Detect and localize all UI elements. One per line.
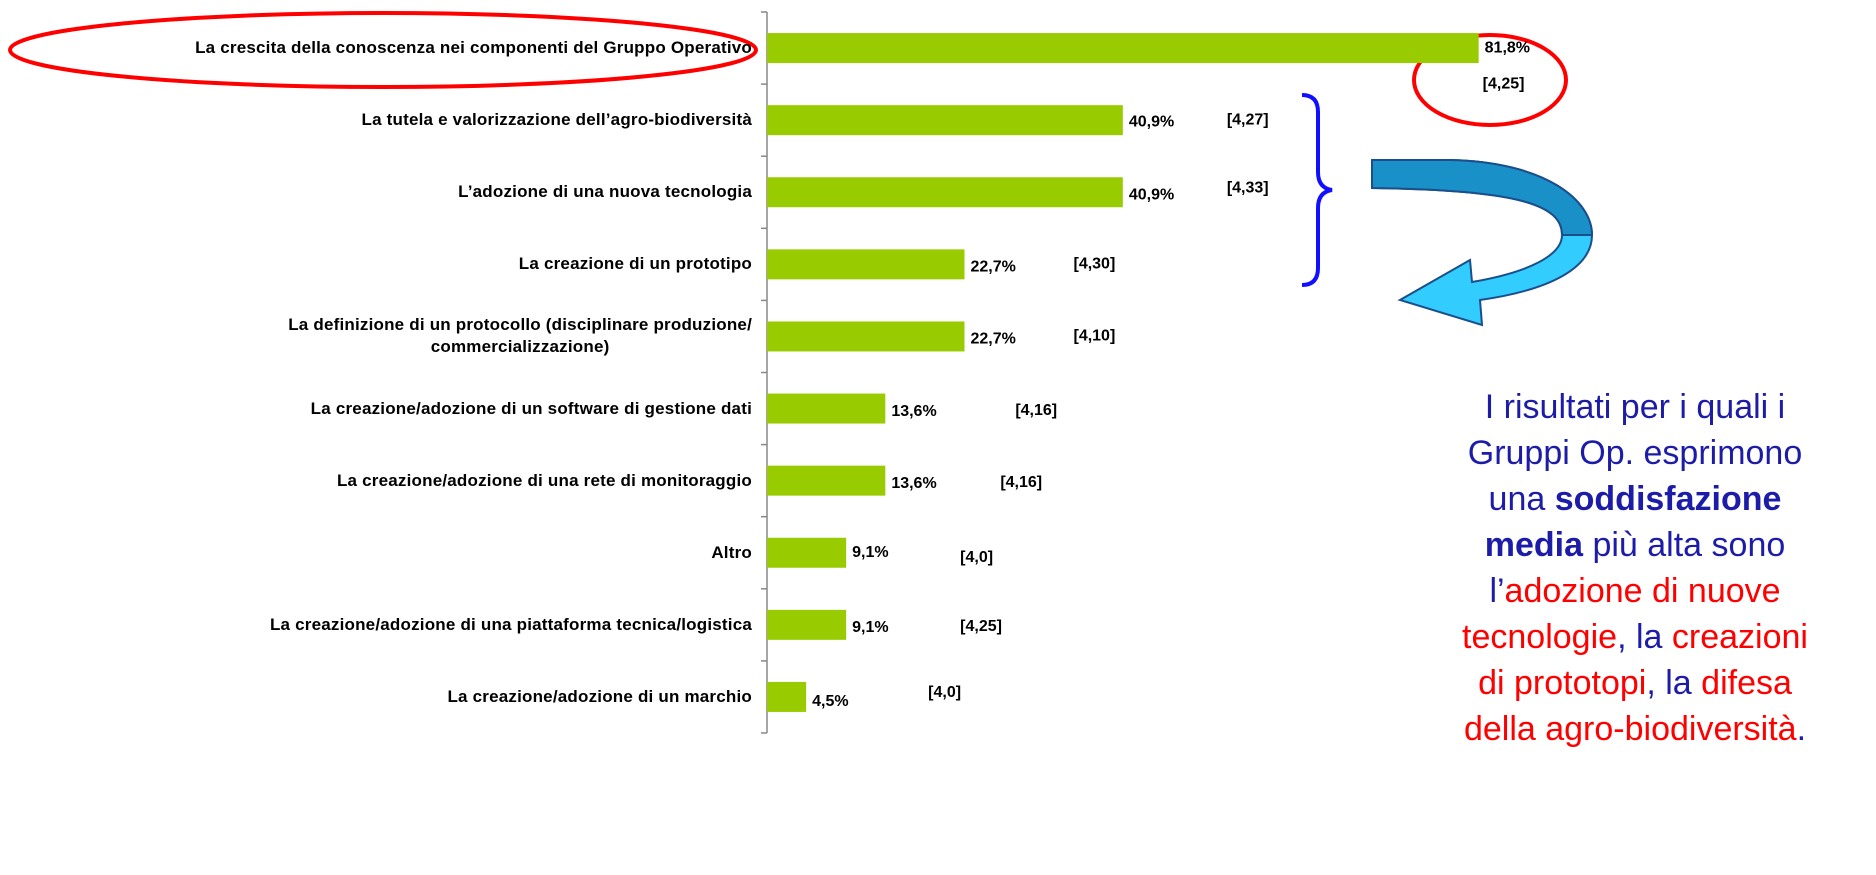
bar bbox=[767, 465, 886, 496]
category-label: Altro bbox=[711, 542, 752, 562]
value-label: 40,9% bbox=[1129, 113, 1174, 130]
value-label: 13,6% bbox=[891, 403, 936, 420]
brace bbox=[1301, 93, 1333, 287]
bar bbox=[767, 537, 847, 568]
score-label: [4,16] bbox=[1000, 474, 1042, 491]
score-label: [4,0] bbox=[928, 684, 961, 701]
score-label: [4,25] bbox=[1483, 75, 1525, 92]
bar bbox=[767, 393, 886, 424]
score-label: [4,25] bbox=[960, 618, 1002, 635]
category-label: La crescita della conoscenza nei compone… bbox=[195, 38, 752, 58]
note: I risultati per i quali i Gruppi Op. esp… bbox=[1450, 384, 1820, 752]
value-label: 9,1% bbox=[852, 544, 888, 561]
score-label: [4,27] bbox=[1227, 111, 1269, 128]
note-segment: I risultati per i quali i Gruppi Op. esp… bbox=[1467, 388, 1812, 518]
value-label: 22,7% bbox=[970, 331, 1015, 348]
note-segment: creazioni di prototopi bbox=[1478, 618, 1818, 702]
bar bbox=[767, 177, 1123, 208]
category-label: La creazione di un prototipo bbox=[518, 254, 752, 274]
value-label: 81,8% bbox=[1485, 39, 1530, 56]
note-segment: difesa della agro-biodiversità bbox=[1463, 664, 1802, 748]
value-label: 40,9% bbox=[1129, 186, 1174, 203]
value-label: 9,1% bbox=[852, 619, 888, 636]
note-segment: , la bbox=[1646, 664, 1702, 702]
arrow-shade bbox=[1371, 159, 1594, 236]
note-segment: più alta sono l’ bbox=[1489, 526, 1795, 610]
category-label: La creazione/adozione di una rete di mon… bbox=[336, 470, 752, 490]
category-label: La creazione/adozione di un software di … bbox=[310, 398, 752, 418]
bar bbox=[767, 105, 1123, 136]
note-segment: . bbox=[1796, 710, 1807, 748]
category-label: L’adozione di una nuova tecnologia bbox=[458, 182, 752, 202]
value-label: 22,7% bbox=[970, 259, 1015, 276]
bar bbox=[767, 33, 1479, 64]
highlight-ellipse bbox=[8, 11, 758, 89]
score-label: [4,33] bbox=[1227, 179, 1269, 196]
category-label: La tutela e valorizzazione dell’agro-bio… bbox=[361, 110, 752, 130]
bar bbox=[767, 321, 965, 352]
bar bbox=[767, 681, 807, 712]
category-label: La creazione/adozione di una piattaforma… bbox=[269, 614, 752, 634]
category-label: La creazione/adozione di un marchio bbox=[447, 686, 752, 706]
note-segment: , la bbox=[1617, 618, 1672, 656]
note-segment: adozione di nuove tecnologie bbox=[1462, 572, 1791, 656]
score-label: [4,10] bbox=[1073, 328, 1115, 345]
score-label: [4,0] bbox=[960, 549, 993, 566]
bar bbox=[767, 249, 965, 280]
value-label: 4,5% bbox=[812, 693, 848, 710]
score-label: [4,16] bbox=[1015, 402, 1057, 419]
score-label: [4,30] bbox=[1073, 256, 1115, 273]
value-label: 13,6% bbox=[891, 475, 936, 492]
highlight-ellipse bbox=[1412, 33, 1568, 127]
category-label: La definizione di un protocollo (discipl… bbox=[288, 315, 752, 357]
bar bbox=[767, 609, 847, 640]
note-segment: soddisfazione media bbox=[1484, 480, 1791, 564]
